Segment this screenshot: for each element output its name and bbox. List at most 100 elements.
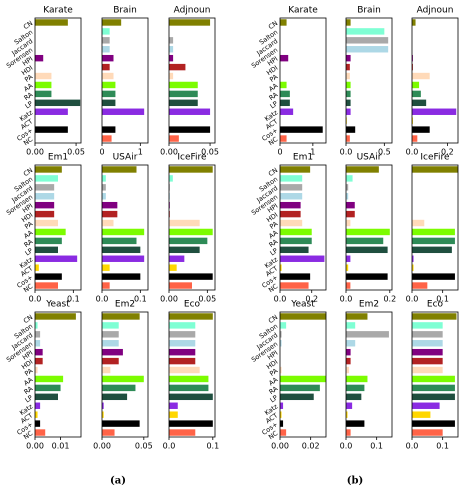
bar — [412, 357, 443, 365]
bar — [346, 420, 365, 427]
bar — [346, 54, 351, 62]
bar — [102, 63, 110, 71]
bar — [280, 54, 289, 62]
bar — [346, 282, 351, 289]
bar — [412, 264, 414, 271]
x-tick-label: 0.02 — [302, 442, 320, 451]
bar — [280, 340, 282, 347]
x-tick-label: 0.1 — [134, 295, 147, 304]
subplot-title: Karate — [43, 6, 73, 16]
bar — [102, 81, 116, 89]
bar — [35, 429, 46, 436]
bar — [169, 166, 213, 173]
bar — [35, 175, 58, 182]
bar — [169, 219, 200, 227]
bar — [35, 313, 76, 320]
plot-frame — [411, 311, 459, 438]
bar — [412, 54, 413, 62]
subplot-title: Eco — [427, 300, 444, 310]
plot-frame — [279, 164, 327, 291]
bar — [346, 175, 353, 182]
y-tick-label: LP — [269, 100, 280, 111]
bar — [102, 282, 110, 289]
bar — [169, 348, 196, 356]
bar — [35, 201, 55, 209]
bar — [169, 375, 209, 383]
subplot-title: Adjnoun — [417, 6, 454, 16]
bar — [412, 108, 457, 115]
bar — [412, 219, 425, 227]
bar — [35, 322, 38, 329]
bar — [280, 81, 287, 89]
bar — [280, 219, 303, 227]
bar — [102, 99, 116, 107]
bar — [346, 184, 349, 191]
bar — [412, 348, 443, 356]
bar — [346, 255, 351, 262]
bar — [169, 19, 211, 26]
bar — [346, 237, 384, 245]
y-tick-label: RA — [23, 384, 35, 396]
y-tick-label: LP — [269, 394, 280, 405]
subplot-title: Em2 — [115, 300, 135, 310]
bar — [346, 348, 351, 356]
y-tick-label: PA — [23, 72, 35, 83]
bar — [35, 411, 38, 418]
x-tick-label: 0.1 — [370, 442, 383, 451]
bar — [412, 429, 443, 436]
bar — [280, 135, 287, 142]
bar — [280, 375, 326, 383]
bar — [169, 322, 196, 329]
bar — [280, 90, 290, 98]
subplot-title: Yeast — [45, 300, 70, 310]
bar — [280, 420, 284, 427]
y-tick-label: LP — [24, 394, 35, 405]
y-tick-label: LP — [24, 247, 35, 258]
bar — [280, 237, 312, 245]
x-tick-label: 0.0 — [29, 295, 42, 304]
bar — [102, 201, 118, 209]
x-tick-label: 0.00 — [93, 442, 111, 451]
subplot-title: IceFire — [177, 153, 207, 163]
bar — [169, 340, 196, 347]
bar — [35, 90, 52, 98]
bar — [346, 72, 350, 80]
bar — [280, 411, 282, 418]
bar — [35, 193, 55, 200]
bar — [102, 429, 115, 436]
bar — [35, 54, 44, 62]
plot-frame — [101, 17, 149, 144]
bar — [169, 264, 177, 271]
bar — [280, 166, 311, 173]
bar — [102, 135, 112, 142]
bar — [346, 193, 349, 200]
plot-frame — [279, 17, 327, 144]
bar — [412, 255, 414, 262]
x-tick-label: 0.0 — [406, 442, 419, 451]
bar — [412, 19, 416, 26]
bar — [412, 126, 430, 133]
bar — [412, 81, 420, 89]
bar — [346, 322, 356, 329]
bar — [412, 420, 455, 427]
x-tick-label: 0.05 — [201, 148, 219, 157]
x-tick-label: 0.0 — [340, 295, 353, 304]
bar — [412, 99, 427, 107]
bar — [280, 384, 320, 392]
bar — [412, 366, 443, 374]
bar — [412, 402, 440, 409]
bar — [169, 255, 185, 262]
bar — [102, 126, 116, 133]
bar — [346, 246, 388, 254]
bar — [280, 210, 301, 218]
bar — [346, 28, 385, 35]
bar — [169, 126, 211, 133]
x-tick-label: 0.1 — [67, 295, 80, 304]
panel-label: (a) — [110, 476, 126, 487]
x-tick-label: 1 — [138, 148, 143, 157]
x-tick-label: 0.1 — [436, 295, 449, 304]
bar — [280, 313, 326, 320]
bar — [102, 90, 116, 98]
bar — [35, 237, 62, 245]
bar — [35, 81, 52, 89]
